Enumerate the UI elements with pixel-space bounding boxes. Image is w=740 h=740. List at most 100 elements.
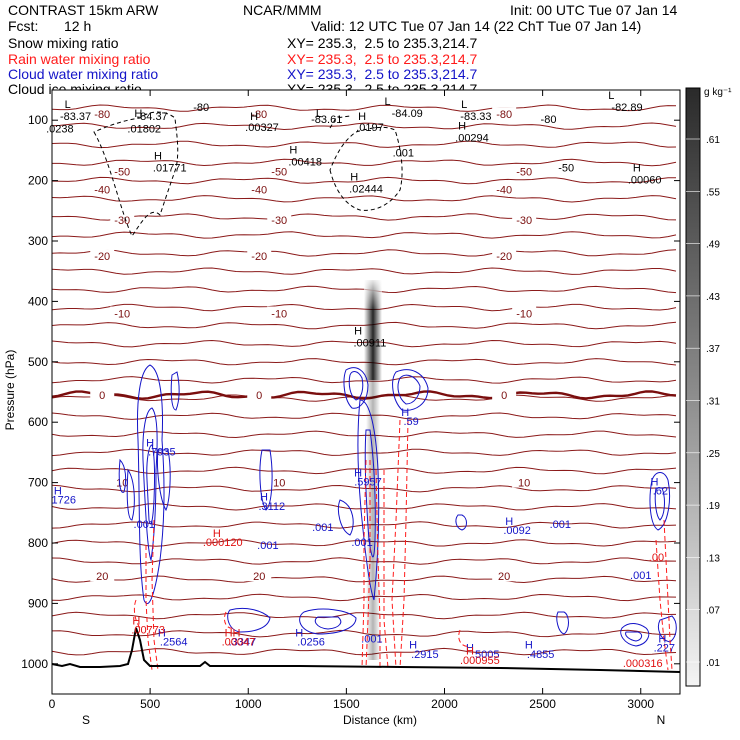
rain-water-label: .000316 <box>623 658 663 670</box>
cloud-water-label: .227 <box>654 643 675 655</box>
cloud-ice-label: .00911 <box>354 338 387 350</box>
rain-water-contours <box>133 419 673 671</box>
isotherm-line <box>51 394 677 402</box>
colorbar-tick-label: .55 <box>706 187 720 198</box>
isotherm-label: 0 <box>501 390 507 402</box>
rain-water-label: .000955 <box>460 655 500 667</box>
cloud-water-label: .4855 <box>527 649 555 661</box>
isotherm-label-bg <box>267 306 292 319</box>
contour-labels: L-83.37.0238H-84.37.01802-80H.00327L-83.… <box>46 90 675 670</box>
cloud-ice-label: H <box>354 326 362 338</box>
y-tick-label: 800 <box>28 536 48 550</box>
colorbar <box>685 87 701 687</box>
cloud-ice-label: H <box>250 111 258 123</box>
x-end-label-south: S <box>82 713 90 727</box>
isotherm-label-bg <box>267 212 292 225</box>
isotherm-label: -30 <box>271 215 287 227</box>
cloud-water-label: .5957 <box>354 477 382 489</box>
cloud-ice-label: -83.37 <box>60 111 91 123</box>
isotherm-label: -40 <box>251 185 267 197</box>
isotherm-label: 20 <box>253 571 265 583</box>
cloud-ice-label: H <box>154 150 162 162</box>
x-tick-label: 0 <box>49 697 56 711</box>
valid-time: Valid: 12 UTC Tue 07 Jan 14 (22 ChT Tue … <box>311 18 642 34</box>
rain-water-label: H <box>132 616 140 628</box>
cloud-ice-label: H <box>358 111 366 123</box>
rain-water-label: .000120 <box>203 537 243 549</box>
isotherm-label: -10 <box>516 308 532 320</box>
cloud-water-label: .001 <box>550 519 571 531</box>
y-tick-label: 400 <box>28 294 48 308</box>
isotherm-label-bg <box>492 569 517 582</box>
init-time: Init: 00 UTC Tue 07 Jan 14 <box>510 2 678 18</box>
cloud-water-label: .59 <box>403 416 418 428</box>
cloud-ice-label: .00294 <box>455 132 489 144</box>
cloud-ice-label: H <box>134 108 142 120</box>
field-name-rain: Rain water mixing ratio <box>8 51 151 67</box>
cloud-ice-label: H <box>458 120 466 132</box>
terrain-line <box>51 627 681 673</box>
isotherm-line <box>51 503 677 511</box>
cloud-water-label: .7935 <box>148 446 176 458</box>
isotherm-label: 0 <box>256 390 262 402</box>
isotherm-label-bg <box>267 164 292 177</box>
isotherm-line <box>51 430 677 439</box>
isotherm-label: -80 <box>251 109 267 121</box>
cloud-ice-label: -83.61 <box>311 114 342 126</box>
cloud-ice-label: -80 <box>193 102 209 114</box>
plot-frame <box>51 89 681 695</box>
y-tick-label: 700 <box>28 476 48 490</box>
cloud-water-label: .62 <box>653 486 668 498</box>
cloud-water-label: H <box>651 477 659 489</box>
colorbar-tick-label: .37 <box>706 344 720 355</box>
isotherm-line <box>51 140 677 149</box>
colorbar-tick-label: .49 <box>706 240 720 251</box>
cloud-water-label: .001 <box>312 522 333 534</box>
isotherm-label: 10 <box>116 478 128 490</box>
cloud-water-label: .001 <box>351 537 372 549</box>
y-tick-label: 500 <box>28 355 48 369</box>
x-end-label-north: N <box>657 713 666 727</box>
cloud-ice-label: -83.33 <box>460 111 491 123</box>
isotherm-label: -30 <box>516 215 532 227</box>
colorbar-tick-label: .01 <box>706 658 720 669</box>
isotherm-line <box>51 195 677 203</box>
isotherm-line <box>52 158 677 167</box>
isotherm-label-bg <box>247 107 272 120</box>
cloud-ice-label: L <box>316 108 322 120</box>
isotherm-line <box>51 249 677 257</box>
isotherm-label: -10 <box>114 308 130 320</box>
cloud-ice-label: .00418 <box>288 157 322 169</box>
colorbar-tick-label: .61 <box>706 135 720 146</box>
cloud-ice-label: -80 <box>541 114 557 126</box>
cloud-water-label: .3347 <box>229 637 257 649</box>
isotherm-line <box>51 412 677 420</box>
isotherm-label: -30 <box>114 215 130 227</box>
isotherm-line <box>51 376 677 384</box>
field-xy-snow: XY= 235.3, 2.5 to 235.3,214.7 <box>287 35 478 51</box>
y-axis-label: Pressure (hPa) <box>3 350 17 431</box>
isotherm-label-bg <box>90 388 115 401</box>
cloud-water-label: H <box>658 634 666 646</box>
cloud-water-label: H <box>158 628 166 640</box>
cloud-ice-label: L <box>385 96 391 108</box>
cloud-water-label: .2915 <box>411 649 439 661</box>
cloud-ice-label: L <box>608 90 614 102</box>
isotherm-label-bg <box>247 569 272 582</box>
rain-water-label: HH <box>225 628 241 640</box>
cloud-water-label: H <box>54 486 62 498</box>
isotherm-label-bg <box>512 212 537 225</box>
cloud-water-label: H <box>260 492 268 504</box>
colorbar-tick-label: .13 <box>706 553 720 564</box>
isotherm-label: -80 <box>496 109 512 121</box>
cloud-water-label: H <box>505 516 513 528</box>
isotherm-label-bg <box>110 475 135 488</box>
cloud-water-label: H <box>409 640 417 652</box>
cloud-ice-label: .0238 <box>46 123 74 135</box>
cloud-ice-label: H <box>633 163 641 175</box>
cloud-water-label: .5005 <box>472 649 500 661</box>
isotherm-label-bg <box>492 249 517 262</box>
axis-ticks: 0 500 1000 1500 2000 2500 30001002003004005006… <box>21 90 680 711</box>
cloud-ice-label: -50 <box>558 163 574 175</box>
isotherm-label: 10 <box>273 478 285 490</box>
